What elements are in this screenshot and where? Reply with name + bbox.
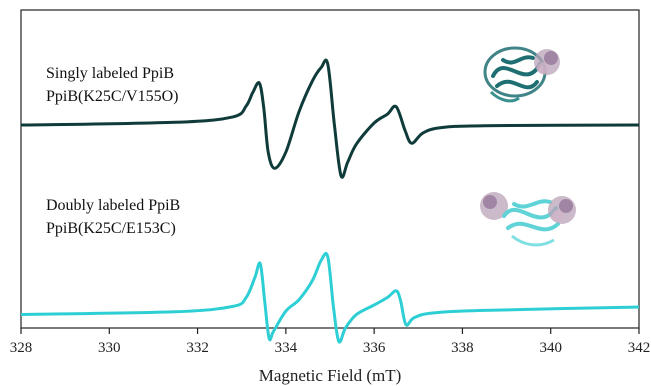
series-line-singly-labeled (20, 58, 640, 179)
x-tick-label: 330 (98, 340, 121, 356)
annotation-singly-mutant: PpiB(K25C/V155O) (46, 88, 178, 105)
x-axis-title: Magnetic Field (mT) (259, 366, 402, 385)
protein-structure-doubly-labeled-icon (480, 192, 576, 247)
annotation-doubly-mutant: PpiB(K25C/E153C) (46, 220, 176, 237)
x-tick-label: 332 (186, 340, 209, 356)
x-tick-label: 328 (10, 340, 33, 356)
x-tick-label: 340 (539, 340, 562, 356)
annotation-singly-title: Singly labeled PpiB (46, 65, 174, 82)
x-tick-label: 338 (451, 340, 474, 356)
annotation-doubly-title: Doubly labeled PpiB (46, 197, 180, 214)
plot-frame (20, 9, 640, 329)
x-tick-label: 342 (628, 340, 651, 356)
series-line-doubly-labeled (20, 252, 640, 344)
x-tick-label: 334 (275, 340, 298, 356)
x-tick-label: 336 (363, 340, 386, 356)
protein-structure-singly-labeled-icon (483, 46, 560, 103)
